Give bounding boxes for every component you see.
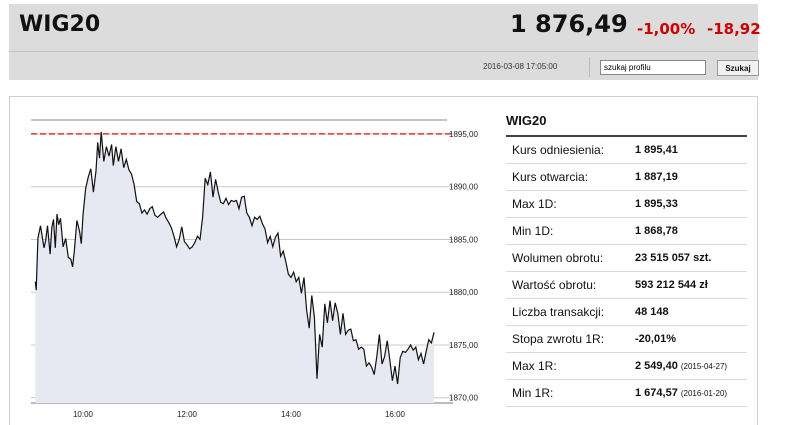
stats-label: Max 1D: [512,197,557,211]
y-tick-label: 1885,00 [449,235,478,244]
stats-value: 593 212 544 zł [635,272,708,298]
stats-value: 23 515 057 szt. [635,245,711,271]
stats-label: Kurs odniesienia: [512,143,605,157]
stats-row: Min 1D: 1 868,78 [506,218,747,245]
stats-rows: Kurs odniesienia: 1 895,41 Kurs otwarcia: 1… [506,137,747,407]
stats-row: Max 1R: 2 549,40 (2015-04-27) [506,353,747,380]
search-profile-input[interactable] [600,60,706,75]
y-axis-labels: 1895,00 1890,00 1885,00 1880,00 1875,00 1870,… [449,130,478,403]
stats-row: Liczba transakcji: 48 148 [506,299,747,326]
x-tick-label: 12:00 [177,410,198,419]
stats-label: Wartość obrotu: [512,278,597,292]
stats-label: Max 1R: [512,359,557,373]
stats-value: -20,01% [635,326,676,352]
x-tick-label: 14:00 [281,410,302,419]
stats-title: WIG20 [506,112,747,137]
stats-row: Wolumen obrotu: 23 515 057 szt. [506,245,747,272]
stats-label: Liczba transakcji: [512,305,605,319]
y-tick-label: 1875,00 [449,341,478,350]
stats-row: Wartość obrotu: 593 212 544 zł [506,272,747,299]
stats-value-number: 1 895,33 [635,198,678,210]
stats-label: Min 1R: [512,386,554,400]
stats-value: 1 868,78 [635,218,678,244]
stats-row: Min 1R: 1 674,57 (2016-01-20) [506,380,747,407]
stats-value: 1 895,41 [635,137,678,163]
header-divider [9,51,758,52]
change-percent: -1,00% [637,20,696,38]
quote-header: WIG20 1 876,49 -1,00% -18,92 2016-03-08 … [9,4,761,80]
quote-panel [9,96,758,425]
y-tick-label: 1890,00 [449,183,478,192]
change-absolute: -18,92 [707,20,761,38]
last-price: 1 876,49 [510,10,628,38]
stats-value: 1 895,33 [635,191,678,217]
intraday-chart: 1895,00 1890,00 1885,00 1880,00 1875,00 1870,… [31,119,478,419]
stats-value: 2 549,40 (2015-04-27) [635,353,727,380]
stats-value-date: (2016-01-20) [680,389,728,398]
stats-row: Stopa zwrotu 1R: -20,01% [506,326,747,353]
x-axis-labels: 10:00 12:00 14:00 16:00 [73,410,406,419]
stats-value: 1 887,19 [635,164,678,190]
stats-value-number: -20,01% [635,333,676,345]
stats-value-number: 2 549,40 [635,360,678,372]
quote-timestamp: 2016-03-08 17:05:00 [483,62,558,71]
header-separator [589,57,590,77]
stats-row: Kurs otwarcia: 1 887,19 [506,164,747,191]
stats-row: Max 1D: 1 895,33 [506,191,747,218]
index-title: WIG20 [19,12,101,37]
stats-value-number: 593 212 544 zł [635,279,708,291]
y-tick-label: 1895,00 [449,130,478,139]
search-button[interactable]: Szukaj [717,60,759,76]
stats-label: Min 1D: [512,224,554,238]
stats-value-number: 23 515 057 szt. [635,252,712,264]
stats-value-number: 1 674,57 [635,387,678,399]
price-area [35,131,435,404]
stats-table: WIG20 Kurs odniesienia: 1 895,41 Kurs otwa… [506,112,747,407]
stats-value-date: (2015-04-27) [680,362,728,371]
x-tick-label: 16:00 [385,410,406,419]
x-tick-label: 10:00 [73,410,94,419]
stats-label: Wolumen obrotu: [512,251,604,265]
y-tick-label: 1880,00 [449,288,478,297]
stats-value-number: 1 887,19 [635,171,678,183]
stats-label: Stopa zwrotu 1R: [512,332,605,346]
stats-value-number: 48 148 [635,306,669,318]
stats-value-number: 1 868,78 [635,225,678,237]
stats-row: Kurs odniesienia: 1 895,41 [506,137,747,164]
stats-value-number: 1 895,41 [635,144,678,156]
stats-value: 1 674,57 (2016-01-20) [635,380,727,407]
price-line [34,131,435,385]
stats-value: 48 148 [635,299,669,325]
stats-label: Kurs otwarcia: [512,170,589,184]
y-tick-label: 1870,00 [449,394,478,403]
